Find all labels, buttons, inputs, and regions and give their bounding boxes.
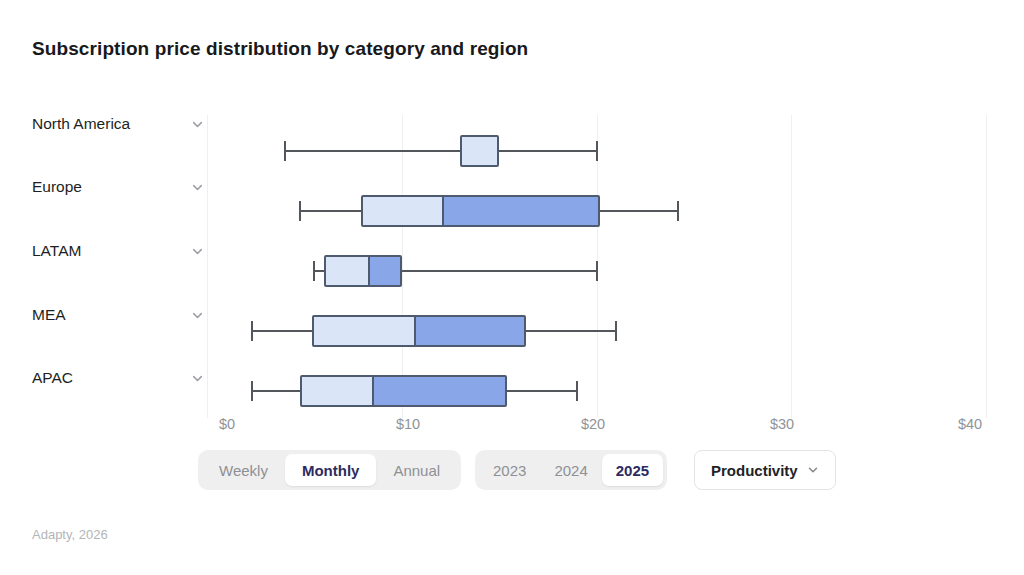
page-title: Subscription price distribution by categ…	[32, 38, 528, 60]
region-row-apac[interactable]: APAC	[32, 367, 204, 389]
chevron-down-icon	[191, 181, 204, 194]
x-gridline	[207, 115, 208, 418]
whisker-cap-min	[299, 201, 301, 221]
region-label: APAC	[32, 369, 73, 387]
period-option-annual[interactable]: Annual	[376, 454, 457, 486]
whisker-cap-min	[313, 261, 315, 281]
box-median-to-q3	[443, 197, 598, 225]
box-iqr-north-america	[460, 135, 499, 167]
dashboard-page: Subscription price distribution by categ…	[0, 0, 1024, 575]
chevron-down-icon	[807, 464, 819, 476]
x-tick-label: $40	[958, 416, 982, 432]
region-label: North America	[32, 115, 130, 133]
x-tick-label: $20	[581, 416, 605, 432]
category-dropdown-value: Productivity	[711, 462, 798, 479]
whisker-line	[252, 330, 616, 332]
x-gridline	[986, 115, 987, 418]
category-dropdown[interactable]: Productivity	[694, 450, 836, 490]
year-option-2023[interactable]: 2023	[479, 454, 540, 486]
median-line	[368, 255, 370, 287]
year-option-2024[interactable]: 2024	[540, 454, 601, 486]
x-gridline	[791, 115, 792, 418]
median-line	[442, 195, 444, 227]
whisker-cap-max	[596, 141, 598, 161]
box-median-to-q3	[368, 257, 399, 285]
box-median-to-q3	[373, 377, 505, 405]
box-q1-to-median	[302, 377, 373, 405]
region-label: Europe	[32, 178, 82, 196]
box-iqr-latam	[324, 255, 402, 287]
x-gridline	[597, 115, 598, 418]
box-iqr-europe	[361, 195, 601, 227]
whisker-cap-min	[251, 381, 253, 401]
year-toggle: 2023 2024 2025	[475, 450, 667, 490]
whisker-cap-max	[615, 321, 617, 341]
year-option-2025[interactable]: 2025	[602, 454, 663, 486]
region-row-mea[interactable]: MEA	[32, 304, 204, 326]
footer-attribution: Adapty, 2026	[32, 527, 108, 542]
box-q1-to-median	[326, 257, 368, 285]
x-tick-label: $10	[396, 416, 420, 432]
region-row-latam[interactable]: LATAM	[32, 240, 204, 262]
chevron-down-icon	[191, 372, 204, 385]
whisker-line	[300, 210, 678, 212]
chevron-down-icon	[191, 118, 204, 131]
whisker-cap-max	[596, 261, 598, 281]
region-row-europe[interactable]: Europe	[32, 176, 204, 198]
box-median-to-q3	[415, 317, 524, 345]
x-tick-label: $30	[770, 416, 794, 432]
period-option-monthly[interactable]: Monthly	[285, 454, 377, 486]
region-label: MEA	[32, 306, 66, 324]
whisker-cap-min	[251, 321, 253, 341]
period-toggle: Weekly Monthly Annual	[198, 450, 461, 490]
median-line	[372, 375, 374, 407]
region-label: LATAM	[32, 242, 81, 260]
whisker-cap-min	[284, 141, 286, 161]
box-q1-to-median	[314, 317, 415, 345]
whisker-cap-max	[576, 381, 578, 401]
box-iqr-mea	[312, 315, 526, 347]
median-line	[414, 315, 416, 347]
chevron-down-icon	[191, 245, 204, 258]
box-q1-to-median	[462, 137, 497, 165]
whisker-cap-max	[677, 201, 679, 221]
period-option-weekly[interactable]: Weekly	[202, 454, 285, 486]
box-iqr-apac	[300, 375, 506, 407]
region-row-north-america[interactable]: North America	[32, 113, 204, 135]
x-gridline	[402, 115, 403, 418]
x-tick-label: $0	[219, 416, 235, 432]
box-q1-to-median	[363, 197, 443, 225]
chevron-down-icon	[191, 309, 204, 322]
whisker-line	[314, 270, 596, 272]
whisker-line	[252, 390, 577, 392]
whisker-line	[285, 150, 597, 152]
